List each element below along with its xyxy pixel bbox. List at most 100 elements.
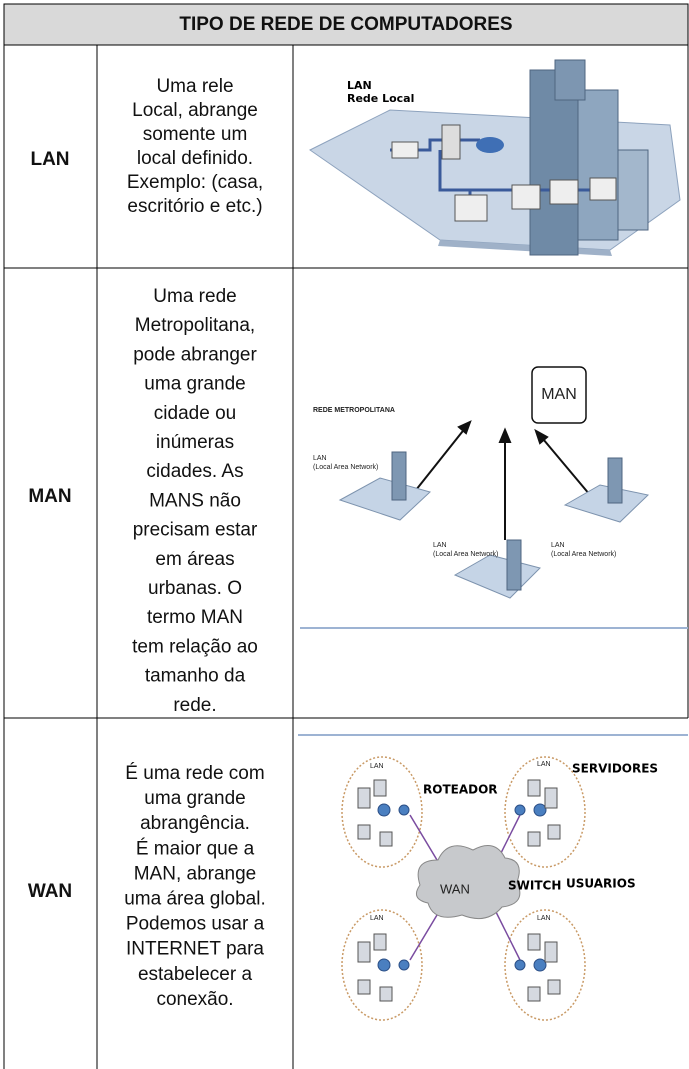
- description-line: É maior que a: [136, 838, 255, 859]
- description-line: MANS não: [149, 490, 241, 511]
- illustration-shape: [547, 824, 561, 840]
- illustration-shape: [438, 150, 600, 192]
- description-line: termo MAN: [147, 607, 243, 628]
- description-line: em áreas: [155, 549, 234, 570]
- illustration-shape: [341, 909, 423, 1021]
- illustration-shape: [527, 779, 541, 797]
- illustration-shape: [373, 933, 387, 951]
- description-line: rede.: [173, 695, 216, 716]
- illustration-shape: [391, 451, 407, 501]
- illustration-shape: [341, 756, 423, 868]
- illustration-shape: [409, 814, 441, 866]
- illustration-shape: [544, 787, 558, 809]
- illustration-shape: [357, 941, 371, 963]
- description-line: estabelecer a: [138, 964, 253, 985]
- man-illustration: MAN REDE METROPOLITANA LAN (Local Area N…: [300, 366, 688, 629]
- illustration-shape: [534, 428, 549, 445]
- description-line: Local, abrange: [132, 100, 258, 121]
- image-label: SERVIDORES: [572, 762, 658, 776]
- image-label: LAN: [551, 542, 565, 549]
- illustration-shape: [527, 933, 541, 951]
- image-label: LAN: [433, 542, 447, 549]
- illustration-shape: [531, 366, 587, 424]
- image-label: REDE METROPOLITANA: [313, 407, 395, 414]
- image-label: Rede Local: [347, 92, 414, 105]
- description-line: uma grande: [144, 374, 245, 395]
- illustration-shape: [498, 427, 512, 443]
- description-line: precisam estar: [133, 520, 258, 541]
- description-line: local definido.: [137, 148, 253, 169]
- lan-illustration: LAN Rede Local: [309, 59, 681, 256]
- illustration-shape: [341, 756, 586, 1021]
- illustration-shape: [577, 89, 619, 241]
- image-label: LAN: [313, 455, 327, 462]
- illustration-shape: [379, 831, 393, 847]
- description-line: Uma rede: [153, 286, 236, 307]
- description-line: somente um: [143, 124, 248, 145]
- illustration-shape: [494, 909, 521, 961]
- illustration-shape: [453, 554, 541, 599]
- description-line: escritório e etc.): [127, 196, 262, 217]
- image-label: SWITCH: [508, 879, 561, 893]
- illustration-shape: [506, 539, 522, 591]
- image-label: WAN: [440, 881, 470, 896]
- description-line: urbanas. O: [148, 578, 242, 599]
- network-type: MAN: [28, 486, 71, 507]
- image-label: LAN: [370, 915, 384, 922]
- image-label: LAN: [370, 763, 384, 770]
- illustration-shape: [563, 484, 650, 523]
- description-line: tamanho da: [145, 666, 246, 687]
- description-line: inúmeras: [156, 432, 234, 453]
- illustration-shape: [411, 420, 591, 540]
- illustration-shape: [617, 149, 649, 231]
- description-line: É uma rede com: [125, 763, 264, 784]
- illustration-shape: [533, 803, 547, 817]
- illustration-shape: [398, 959, 410, 971]
- illustration-shape: [533, 958, 547, 972]
- image-label: LAN: [347, 79, 372, 92]
- illustration-shape: [379, 986, 393, 1002]
- illustration-shape: [457, 420, 472, 435]
- image-label: MAN: [541, 386, 577, 403]
- illustration-shape: [514, 959, 526, 971]
- illustration-shape: [377, 803, 547, 972]
- description-line: tem relação ao: [132, 636, 258, 657]
- description-line: MAN, abrange: [134, 863, 257, 884]
- description-line: INTERNET para: [126, 939, 264, 960]
- image-label: (Local Area Network): [433, 551, 498, 558]
- description-line: cidades. As: [146, 461, 243, 482]
- image-label: LAN: [537, 915, 551, 922]
- description-line: uma grande: [144, 788, 245, 809]
- network-type: WAN: [28, 881, 72, 902]
- illustration-shape: [338, 477, 650, 599]
- image-label: ROTEADOR: [423, 783, 498, 797]
- description-line: Metropolitana,: [135, 315, 255, 336]
- illustration-shape: [391, 451, 623, 591]
- image-label: USUARIOS: [566, 877, 636, 891]
- illustration-shape: [514, 804, 526, 816]
- illustration-shape: [377, 803, 391, 817]
- illustration-shape: [377, 958, 391, 972]
- illustration-shape: [476, 137, 504, 153]
- illustration-shape: [529, 69, 579, 256]
- illustration-shape: [544, 941, 558, 963]
- illustration-shape: [547, 979, 561, 995]
- illustration-shape: [589, 177, 617, 201]
- description-line: Podemos usar a: [126, 914, 265, 935]
- illustration-shape: [338, 477, 431, 521]
- illustration-shape: [441, 124, 461, 160]
- description-line: conexão.: [156, 989, 233, 1010]
- illustration-shape: [357, 779, 561, 1002]
- illustration-shape: [504, 756, 586, 868]
- illustration-shape: [357, 787, 371, 809]
- network-type: LAN: [30, 149, 69, 170]
- illustration-shape: [511, 184, 541, 210]
- illustration-shape: [357, 979, 371, 995]
- illustration-shape: [411, 421, 471, 496]
- description-line: uma área global.: [124, 889, 266, 910]
- illustration-shape: [398, 804, 410, 816]
- illustration-shape: [527, 986, 541, 1002]
- description-line: Exemplo: (casa,: [127, 172, 263, 193]
